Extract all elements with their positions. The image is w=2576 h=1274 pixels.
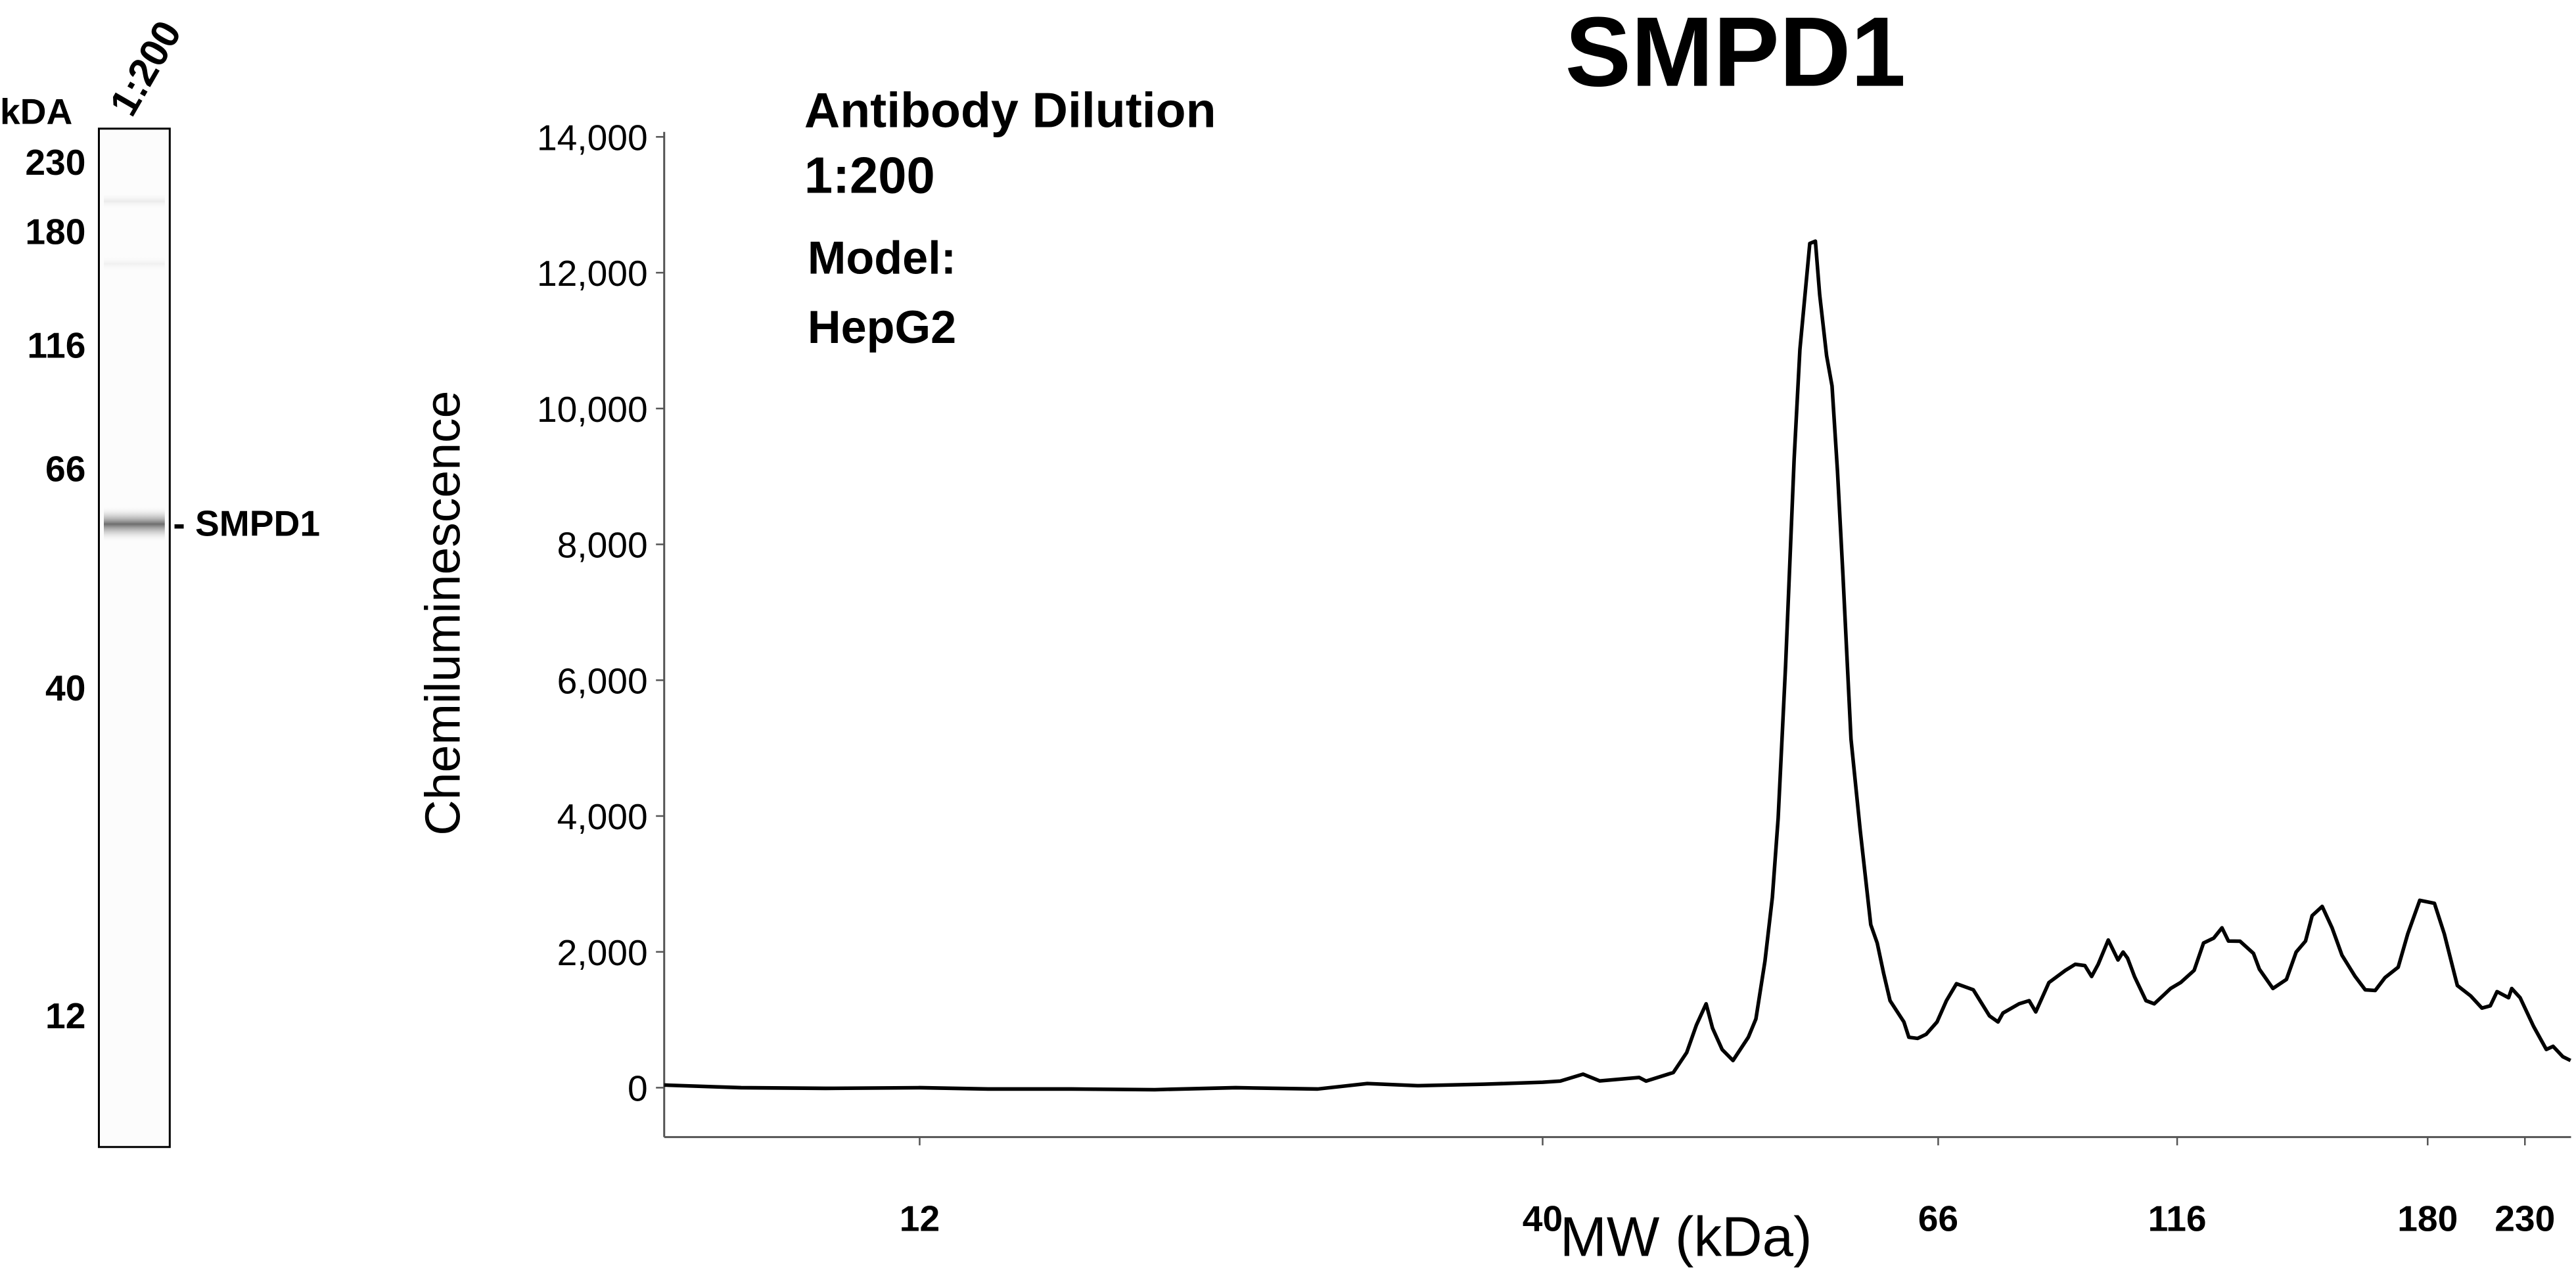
y-tick-label: 8,000 — [557, 525, 648, 566]
x-axis-label: MW (kDa) — [1560, 1206, 1812, 1268]
annotation-line-2: 1:200 — [804, 148, 935, 204]
x-tick-label: 66 — [1918, 1198, 1958, 1239]
y-tick-label: 6,000 — [557, 660, 648, 701]
lane-view: kDA 1:200 230 180 116 66 40 12 - SMPD1 — [0, 13, 320, 1149]
annotation-line-4: HepG2 — [808, 301, 956, 353]
lane-dilution-label: 1:200 — [101, 13, 190, 123]
lane-background — [97, 127, 171, 1149]
x-tick-label: 230 — [2495, 1198, 2555, 1239]
x-tick-label: 180 — [2397, 1198, 2458, 1239]
kda-unit-label: kDA — [0, 91, 72, 131]
smpd1-band-label: - SMPD1 — [173, 503, 320, 543]
annotation-line-3: Model: — [808, 231, 956, 283]
y-tick-label: 2,000 — [557, 932, 648, 973]
marker-label: 180 — [25, 211, 85, 252]
y-tick-label: 12,000 — [537, 253, 648, 294]
marker-label: 40 — [45, 668, 85, 708]
x-tick-label: 116 — [2148, 1198, 2207, 1239]
x-ticks: 12 40 66 116 180 230 — [900, 1137, 2555, 1239]
y-tick-label: 0 — [628, 1068, 648, 1109]
y-axis-label: Chemiluminescence — [415, 391, 471, 836]
lane-marker-labels: 230 180 116 66 40 12 — [25, 142, 85, 1036]
y-tick-label: 14,000 — [537, 117, 648, 158]
chart-title: SMPD1 — [1565, 0, 1906, 107]
marker-label: 116 — [27, 325, 85, 365]
marker-label: 66 — [45, 448, 85, 489]
series-line — [664, 239, 2571, 1092]
y-tick-label: 10,000 — [537, 389, 648, 430]
marker-label: 12 — [45, 995, 85, 1036]
faint-band — [104, 193, 165, 210]
marker-label: 230 — [25, 142, 85, 183]
chart: SMPD1 Antibody Dilution 1:200 Model: Hep… — [415, 0, 2571, 1268]
x-tick-label: 40 — [1523, 1198, 1563, 1239]
x-tick-label: 12 — [900, 1198, 940, 1239]
faint-band — [104, 255, 165, 272]
y-ticks: 0 2,000 4,000 6,000 8,000 10,000 12,000 14,000 — [537, 117, 664, 1109]
y-tick-label: 4,000 — [557, 796, 648, 837]
smpd1-band — [104, 506, 165, 543]
annotation-line-1: Antibody Dilution — [804, 82, 1216, 137]
